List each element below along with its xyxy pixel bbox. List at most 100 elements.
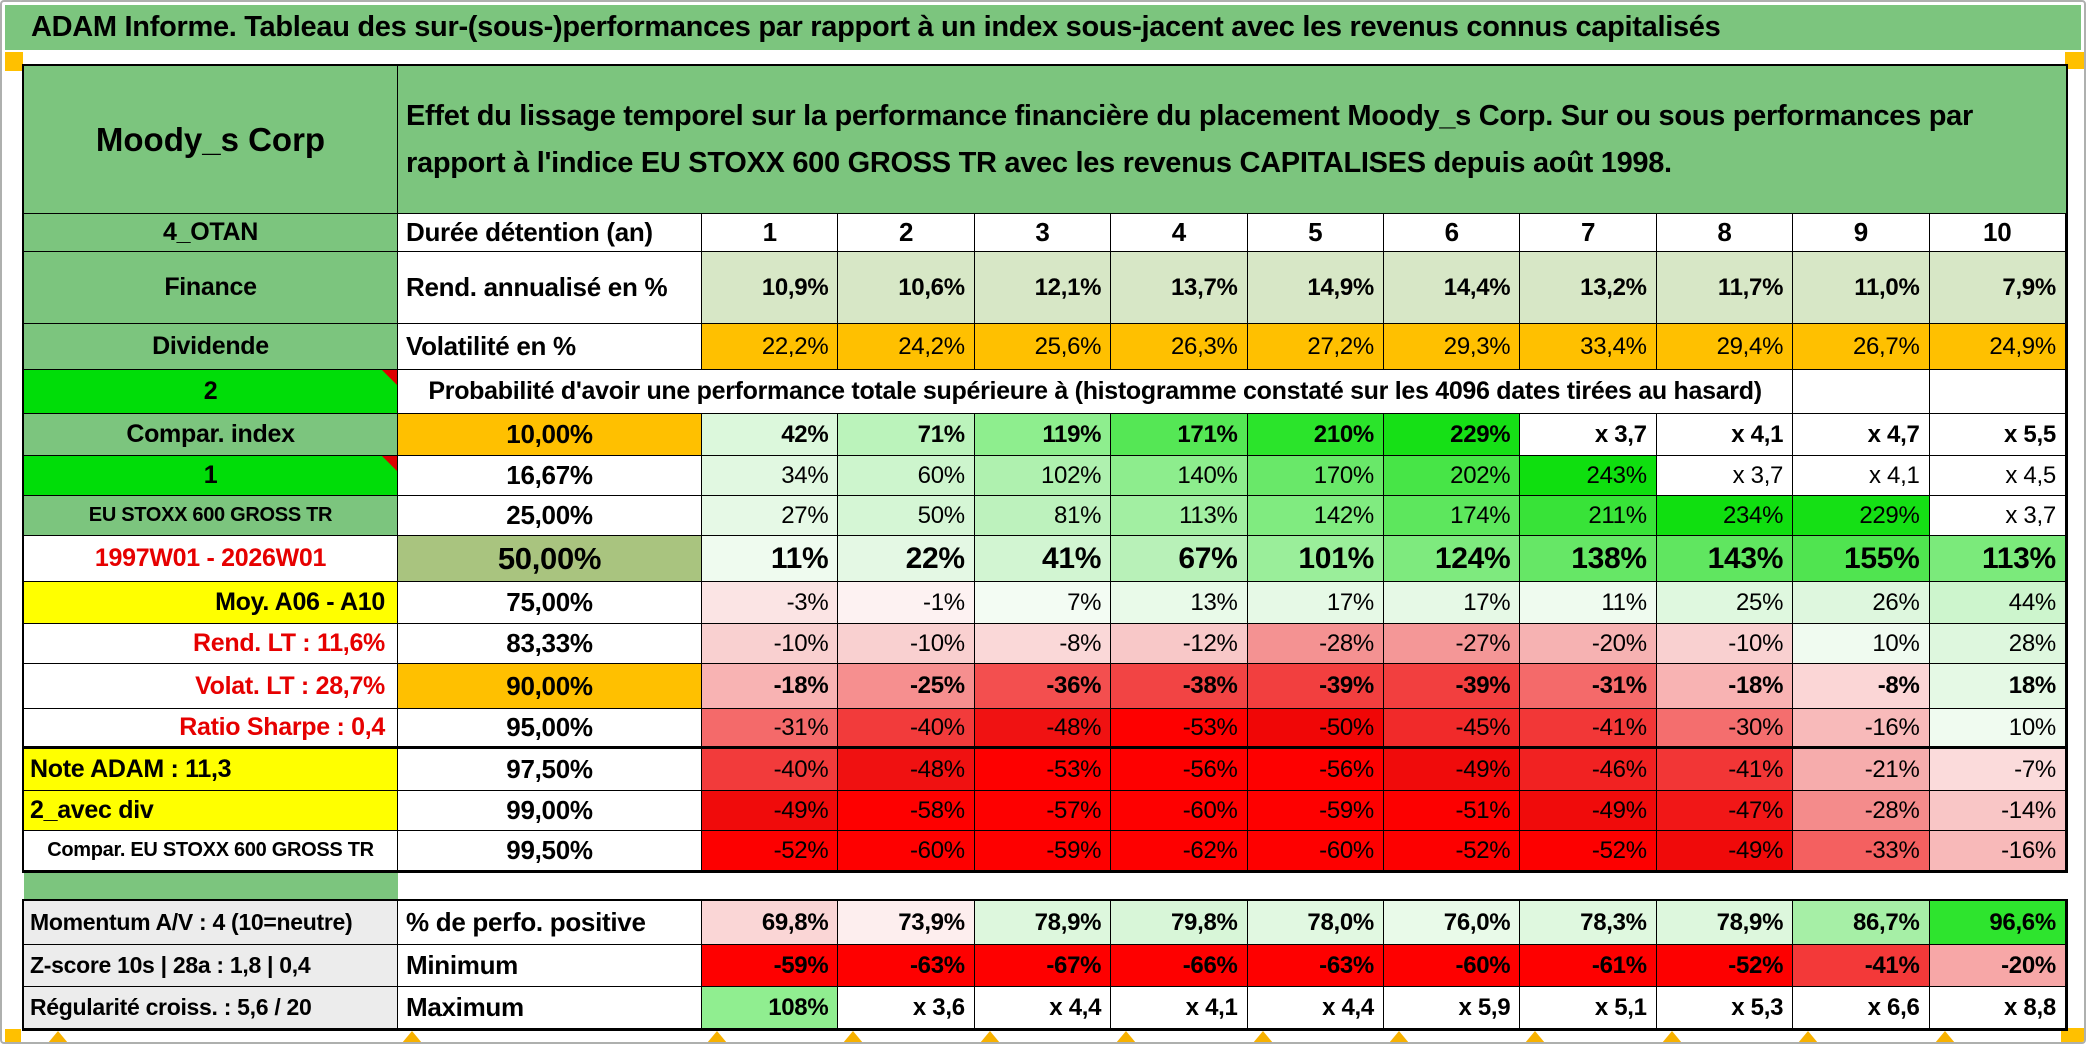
grid-cell[interactable]: 42% <box>702 414 839 456</box>
row-header-cell[interactable]: 75,00% <box>398 582 702 624</box>
grid-cell[interactable]: 202% <box>1383 456 1521 496</box>
merged-note-cell[interactable]: Probabilité d'avoir une performance tota… <box>398 370 1794 414</box>
grid-cell[interactable]: -49% <box>1383 749 1521 791</box>
grid-cell[interactable]: 69,8% <box>702 901 839 945</box>
grid-cell[interactable]: x 8,8 <box>1929 987 2066 1029</box>
grid-cell[interactable]: 119% <box>974 414 1112 456</box>
grid-cell[interactable]: 24,9% <box>1929 324 2066 370</box>
row-label-cell[interactable]: 1 <box>24 456 398 496</box>
row-header-cell[interactable]: 25,00% <box>398 496 702 536</box>
grid-cell[interactable]: -28% <box>1793 791 1930 831</box>
row-label-cell[interactable]: Rend. LT : 11,6% <box>24 624 398 664</box>
grid-cell[interactable]: 171% <box>1111 414 1248 456</box>
grid-cell[interactable]: 229% <box>1793 496 1930 536</box>
grid-cell[interactable]: -63% <box>1247 945 1384 987</box>
grid-cell[interactable]: 25% <box>1656 582 1794 624</box>
grid-cell[interactable]: 113% <box>1929 536 2066 582</box>
grid-cell[interactable]: -49% <box>1520 791 1657 831</box>
grid-cell[interactable]: 17% <box>1383 582 1521 624</box>
grid-cell[interactable]: -41% <box>1656 749 1794 791</box>
grid-cell[interactable]: 50% <box>838 496 975 536</box>
grid-cell[interactable]: -48% <box>838 749 975 791</box>
grid-cell[interactable]: -31% <box>1520 664 1657 709</box>
grid-cell[interactable]: -59% <box>702 945 839 987</box>
grid-cell[interactable]: 18% <box>1929 664 2066 709</box>
grid-cell[interactable]: 78,9% <box>1656 901 1794 945</box>
grid-cell[interactable]: -62% <box>1111 831 1248 871</box>
grid-cell[interactable]: 9 <box>1793 214 1930 252</box>
grid-cell[interactable]: 17% <box>1247 582 1384 624</box>
grid-cell[interactable]: 79,8% <box>1111 901 1248 945</box>
row-header-cell[interactable]: 90,00% <box>398 664 702 709</box>
grid-cell[interactable]: -1% <box>838 582 975 624</box>
row-header-cell[interactable]: 99,50% <box>398 831 702 871</box>
grid-cell[interactable]: -51% <box>1383 791 1521 831</box>
grid-cell[interactable]: 33,4% <box>1520 324 1657 370</box>
grid-cell[interactable]: -7% <box>1929 749 2066 791</box>
grid-cell[interactable]: -60% <box>1247 831 1384 871</box>
grid-cell[interactable]: 71% <box>838 414 975 456</box>
grid-cell[interactable]: -20% <box>1929 945 2066 987</box>
grid-cell[interactable]: x 4,4 <box>1247 987 1384 1029</box>
row-label-cell[interactable]: Z-score 10s | 28a : 1,8 | 0,4 <box>24 945 398 987</box>
row-label-cell[interactable]: 2_avec div <box>24 791 398 831</box>
grid-cell[interactable]: 29,4% <box>1656 324 1794 370</box>
grid-cell[interactable]: -67% <box>974 945 1112 987</box>
grid-cell[interactable]: -50% <box>1247 709 1384 749</box>
grid-cell[interactable]: -39% <box>1247 664 1384 709</box>
grid-cell[interactable]: 60% <box>838 456 975 496</box>
grid-cell[interactable]: x 4,4 <box>974 987 1112 1029</box>
grid-cell[interactable]: 26,7% <box>1793 324 1930 370</box>
table-description-cell[interactable]: Effet du lissage temporel sur la perform… <box>398 66 2066 214</box>
grid-cell[interactable]: 174% <box>1383 496 1521 536</box>
grid-cell[interactable]: x 4,1 <box>1793 456 1930 496</box>
grid-cell[interactable]: 7 <box>1520 214 1657 252</box>
grid-cell[interactable]: x 5,5 <box>1929 414 2066 456</box>
grid-cell[interactable]: -60% <box>1111 791 1248 831</box>
grid-cell[interactable]: -58% <box>838 791 975 831</box>
grid-cell[interactable]: -61% <box>1520 945 1657 987</box>
grid-cell[interactable]: 10 <box>1929 214 2066 252</box>
grid-cell[interactable]: -10% <box>838 624 975 664</box>
grid-cell[interactable] <box>1929 370 2066 414</box>
grid-cell[interactable]: -46% <box>1520 749 1657 791</box>
grid-cell[interactable]: x 3,7 <box>1520 414 1657 456</box>
row-label-cell[interactable]: Régularité croiss. : 5,6 / 20 <box>24 987 398 1029</box>
grid-cell[interactable]: -59% <box>974 831 1112 871</box>
grid-cell[interactable]: -39% <box>1383 664 1521 709</box>
grid-cell[interactable]: 13,7% <box>1111 252 1248 324</box>
grid-cell[interactable]: -36% <box>974 664 1112 709</box>
grid-cell[interactable]: x 3,7 <box>1656 456 1794 496</box>
grid-cell[interactable]: -59% <box>1247 791 1384 831</box>
grid-cell[interactable]: -52% <box>702 831 839 871</box>
grid-cell[interactable]: 44% <box>1929 582 2066 624</box>
row-label-cell[interactable]: Compar. EU STOXX 600 GROSS TR <box>24 831 398 871</box>
row-label-cell[interactable]: 1997W01 - 2026W01 <box>24 536 398 582</box>
grid-cell[interactable]: 6 <box>1383 214 1521 252</box>
grid-cell[interactable]: 10,6% <box>838 252 975 324</box>
grid-cell[interactable]: x 5,9 <box>1383 987 1521 1029</box>
grid-cell[interactable]: -60% <box>1383 945 1521 987</box>
grid-cell[interactable]: 2 <box>838 214 975 252</box>
grid-cell[interactable]: 13% <box>1111 582 1248 624</box>
grid-cell[interactable]: 26% <box>1793 582 1930 624</box>
grid-cell[interactable]: 11,7% <box>1656 252 1794 324</box>
grid-cell[interactable]: 78,0% <box>1247 901 1384 945</box>
grid-cell[interactable]: -21% <box>1793 749 1930 791</box>
grid-cell[interactable]: 26,3% <box>1111 324 1248 370</box>
grid-cell[interactable]: 12,1% <box>974 252 1112 324</box>
grid-cell[interactable]: -25% <box>838 664 975 709</box>
grid-cell[interactable]: 34% <box>702 456 839 496</box>
grid-cell[interactable]: 4 <box>1111 214 1248 252</box>
grid-cell[interactable]: 81% <box>974 496 1112 536</box>
grid-cell[interactable]: 211% <box>1520 496 1657 536</box>
row-header-cell[interactable]: Durée détention (an) <box>398 214 702 252</box>
grid-cell[interactable]: 96,6% <box>1929 901 2066 945</box>
grid-cell[interactable]: 24,2% <box>838 324 975 370</box>
sheet-title-cell[interactable]: ADAM Informe. Tableau des sur-(sous-)per… <box>5 5 2081 50</box>
grid-cell[interactable]: 7,9% <box>1929 252 2066 324</box>
grid-cell[interactable]: 155% <box>1793 536 1930 582</box>
grid-cell[interactable]: 108% <box>702 987 839 1029</box>
grid-cell[interactable]: x 3,6 <box>838 987 975 1029</box>
grid-cell[interactable]: 143% <box>1656 536 1794 582</box>
